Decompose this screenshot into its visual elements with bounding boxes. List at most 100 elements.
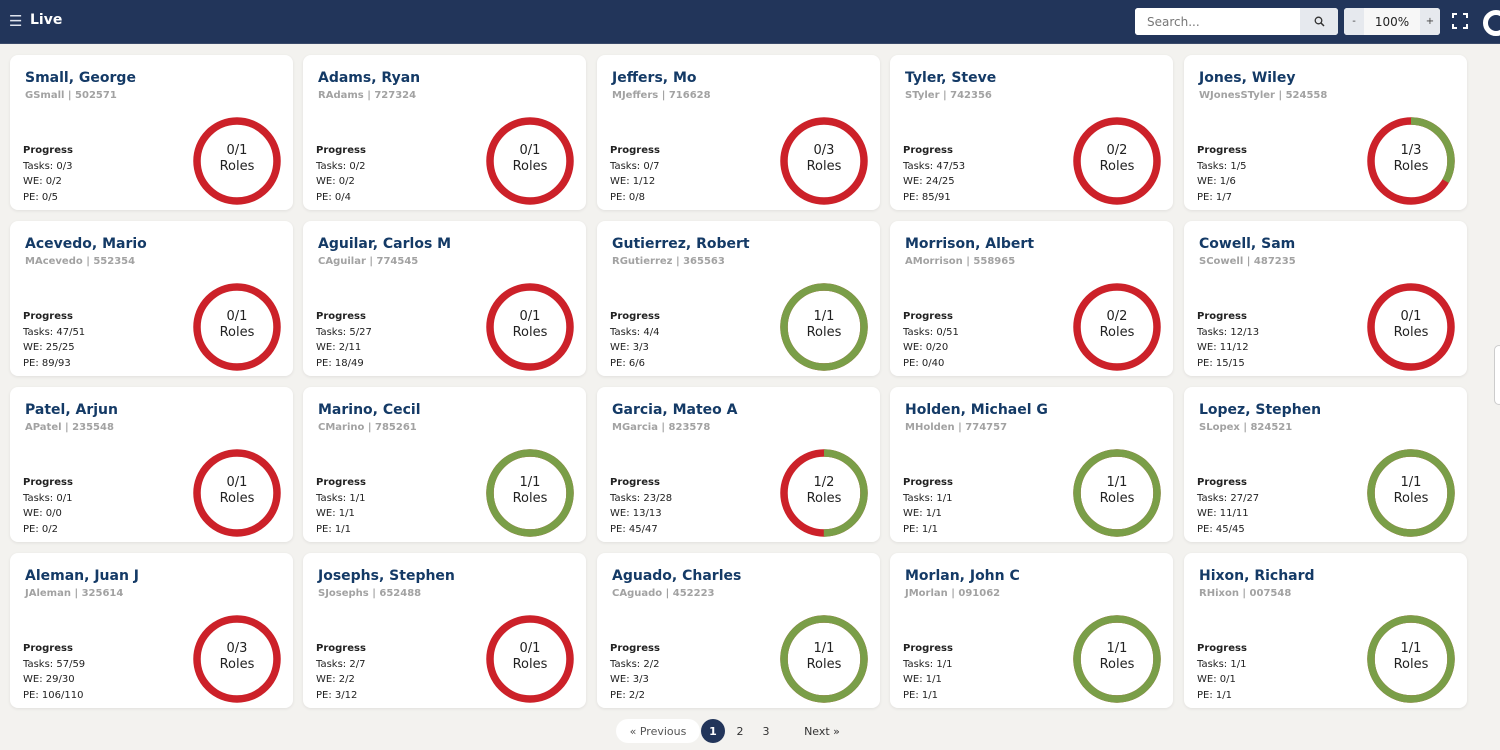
ring-complete — [1073, 615, 1161, 703]
tasks-label: Tasks: — [903, 658, 937, 670]
pe-row: PE: 89/93 — [23, 356, 85, 372]
employee-card[interactable]: Hixon, Richard RHixon | 007548 Progress … — [1184, 553, 1467, 708]
employee-id: RHixon | 007548 — [1199, 588, 1292, 599]
tasks-value: 1/1 — [1230, 658, 1247, 670]
employee-name: Lopez, Stephen — [1199, 402, 1322, 418]
employee-name: Morlan, John C — [905, 568, 1020, 584]
tasks-value: 1/1 — [936, 658, 953, 670]
page-3-button[interactable]: 3 — [762, 724, 770, 738]
we-label: WE: — [1197, 508, 1220, 519]
pe-row: PE: 85/91 — [903, 190, 965, 206]
employee-id: CAguado | 452223 — [612, 588, 715, 599]
tasks-value: 1/1 — [349, 492, 366, 504]
we-row: WE: 1/1 — [903, 672, 953, 688]
employee-id: CAguilar | 774545 — [318, 256, 419, 267]
employee-card[interactable]: Garcia, Mateo A MGarcia | 823578 Progres… — [597, 387, 880, 542]
progress-label: Progress — [1197, 477, 1247, 488]
employee-card[interactable]: Marino, Cecil CMarino | 785261 Progress … — [303, 387, 586, 542]
roles-count: 0/1 Roles — [486, 309, 574, 341]
employee-card[interactable]: Aguado, Charles CAguado | 452223 Progres… — [597, 553, 880, 708]
we-label: WE: — [903, 508, 926, 519]
employee-card[interactable]: Gutierrez, Robert RGutierrez | 365563 Pr… — [597, 221, 880, 376]
pe-label: PE: — [610, 523, 629, 535]
tasks-label: Tasks: — [610, 492, 644, 504]
previous-button[interactable]: « Previous — [616, 719, 700, 743]
progress-summary: Progress Tasks: 0/2 WE: 0/2 PE: 0/4 — [316, 143, 366, 205]
we-label: WE: — [610, 342, 633, 353]
employee-name: Aleman, Juan J — [25, 568, 139, 584]
pe-row: PE: 1/1 — [1197, 688, 1247, 704]
pe-row: PE: 0/4 — [316, 190, 366, 206]
hamburger-icon[interactable]: ☰ — [9, 12, 23, 30]
employee-card[interactable]: Acevedo, Mario MAcevedo | 552354 Progres… — [10, 221, 293, 376]
fullscreen-icon[interactable] — [1452, 13, 1468, 29]
roles-count: 0/1 Roles — [193, 475, 281, 507]
employee-card[interactable]: Aguilar, Carlos M CAguilar | 774545 Prog… — [303, 221, 586, 376]
roles-label: Roles — [1393, 491, 1429, 506]
pe-row: PE: 15/15 — [1197, 356, 1259, 372]
we-row: WE: 1/1 — [903, 506, 953, 522]
ring-incomplete — [780, 117, 868, 205]
tasks-row: Tasks: 4/4 — [610, 325, 660, 341]
employee-card[interactable]: Jones, Wiley WJonesSTyler | 524558 Progr… — [1184, 55, 1467, 210]
employee-card[interactable]: Small, George GSmall | 502571 Progress T… — [10, 55, 293, 210]
employee-card[interactable]: Tyler, Steve STyler | 742356 Progress Ta… — [890, 55, 1173, 210]
roles-value: 0/1 — [1400, 309, 1422, 324]
roles-progress-ring — [486, 449, 574, 537]
ring-incomplete — [486, 117, 574, 205]
we-value: 1/6 — [1219, 176, 1236, 187]
progress-summary: Progress Tasks: 1/1 WE: 1/1 PE: 1/1 — [903, 641, 953, 703]
employee-card[interactable]: Cowell, Sam SCowell | 487235 Progress Ta… — [1184, 221, 1467, 376]
ring-complete — [1073, 449, 1161, 537]
we-value: 3/3 — [632, 342, 649, 353]
progress-label: Progress — [903, 643, 953, 654]
employee-card[interactable]: Holden, Michael G MHolden | 774757 Progr… — [890, 387, 1173, 542]
pe-row: PE: 6/6 — [610, 356, 660, 372]
roles-progress-ring — [780, 615, 868, 703]
progress-label: Progress — [903, 145, 953, 156]
tasks-value: 0/7 — [643, 160, 660, 172]
ring-complete — [780, 615, 868, 703]
we-row: WE: 0/1 — [1197, 672, 1247, 688]
zoom-out-button[interactable]: - — [1344, 8, 1364, 35]
employee-id: JAleman | 325614 — [25, 588, 124, 599]
page-2-button[interactable]: 2 — [736, 724, 744, 738]
pe-row: PE: 0/2 — [23, 522, 73, 538]
roles-progress-ring — [780, 117, 868, 205]
employee-id: MGarcia | 823578 — [612, 422, 711, 433]
next-button[interactable]: Next » — [804, 724, 840, 738]
tasks-value: 0/1 — [56, 492, 73, 504]
pe-row: PE: 1/1 — [316, 522, 366, 538]
side-panel-handle[interactable] — [1494, 345, 1500, 405]
we-label: WE: — [610, 674, 633, 685]
employee-card[interactable]: Patel, Arjun APatel | 235548 Progress Ta… — [10, 387, 293, 542]
roles-count: 0/1 Roles — [486, 641, 574, 673]
roles-value: 1/1 — [1106, 475, 1128, 490]
search-button[interactable] — [1300, 8, 1338, 35]
pe-value: 1/1 — [921, 689, 938, 701]
page-1-button[interactable]: 1 — [701, 719, 725, 743]
tasks-value: 57/59 — [56, 658, 86, 670]
employee-card[interactable]: Adams, Ryan RAdams | 727324 Progress Tas… — [303, 55, 586, 210]
pe-label: PE: — [23, 191, 42, 203]
progress-label: Progress — [610, 643, 660, 654]
employee-name: Adams, Ryan — [318, 70, 421, 86]
we-value: 1/12 — [632, 176, 656, 187]
we-row: WE: 29/30 — [23, 672, 85, 688]
pe-label: PE: — [23, 523, 42, 535]
roles-count: 0/3 Roles — [780, 143, 868, 175]
employee-card[interactable]: Morlan, John C JMorlan | 091062 Progress… — [890, 553, 1173, 708]
employee-card[interactable]: Jeffers, Mo MJeffers | 716628 Progress T… — [597, 55, 880, 210]
pe-value: 1/7 — [1215, 191, 1232, 203]
we-label: WE: — [1197, 674, 1220, 685]
employee-card[interactable]: Aleman, Juan J JAleman | 325614 Progress… — [10, 553, 293, 708]
search-input[interactable] — [1135, 8, 1300, 35]
employee-card[interactable]: Josephs, Stephen SJosephs | 652488 Progr… — [303, 553, 586, 708]
roles-progress-ring — [780, 449, 868, 537]
employee-card[interactable]: Lopez, Stephen SLopex | 824521 Progress … — [1184, 387, 1467, 542]
employee-card[interactable]: Morrison, Albert AMorrison | 558965 Prog… — [890, 221, 1173, 376]
pe-row: PE: 18/49 — [316, 356, 372, 372]
tasks-label: Tasks: — [23, 326, 57, 338]
zoom-in-button[interactable]: + — [1420, 8, 1440, 35]
tasks-value: 4/4 — [643, 326, 660, 338]
